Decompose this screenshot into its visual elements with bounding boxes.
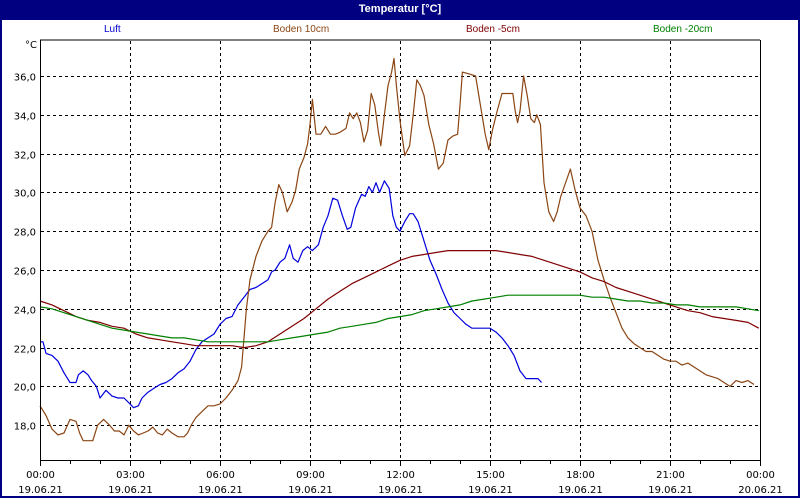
series-boden-5cm <box>39 250 760 349</box>
legend-luft: Luft <box>104 24 121 35</box>
x-tick-time: 12:00 <box>386 470 415 481</box>
axes: °C <box>25 39 761 461</box>
y-tick-label: 24,0 <box>14 306 36 317</box>
window-title: Temperatur [°C] <box>0 0 800 20</box>
legend-boden-20cm: Boden -20cm <box>653 24 713 35</box>
legend-boden-5cm: Boden -5cm <box>466 24 520 35</box>
x-tick-date: 19.06.21 <box>288 485 333 496</box>
y-tick-label: 22,0 <box>14 345 36 356</box>
x-tick-date: 19.06.21 <box>108 485 153 496</box>
x-tick-date: 20.06.21 <box>738 485 783 496</box>
y-tick-label: 28,0 <box>14 228 36 239</box>
series-boden-20cm <box>39 294 759 343</box>
x-tick-time: 15:00 <box>476 470 505 481</box>
y-axis-unit: °C <box>25 40 37 51</box>
y-tick-label: 32,0 <box>14 151 36 162</box>
series-boden-10cm <box>39 57 755 442</box>
x-tick-date: 19.06.21 <box>648 485 693 496</box>
series-luft <box>40 180 543 409</box>
y-tick-label: 20,0 <box>14 383 36 394</box>
x-tick-time: 18:00 <box>566 470 595 481</box>
grid-lines <box>40 41 761 466</box>
x-tick-time: 00:00 <box>26 470 55 481</box>
x-tick-date: 19.06.21 <box>468 485 513 496</box>
x-tick-time: 09:00 <box>296 470 325 481</box>
y-tick-label: 34,0 <box>14 112 36 123</box>
y-tick-label: 30,0 <box>14 189 36 200</box>
x-tick-time: 06:00 <box>206 470 235 481</box>
x-tick-date: 19.06.21 <box>558 485 603 496</box>
y-tick-label: 36,0 <box>14 73 36 84</box>
y-tick-label: 26,0 <box>14 267 36 278</box>
tick-labels: 18,0 20,0 22,0 24,0 26,0 28,0 30,0 32,0 34,0 36,0… <box>14 73 783 497</box>
x-tick-time: 21:00 <box>656 470 685 481</box>
x-tick-time: 00:00 <box>746 470 775 481</box>
legend-boden-10cm: Boden 10cm <box>273 24 330 35</box>
x-tick-time: 03:00 <box>116 470 145 481</box>
data-series <box>39 57 760 442</box>
x-tick-date: 19.06.21 <box>18 485 63 496</box>
y-tick-label: 18,0 <box>14 422 36 433</box>
x-tick-date: 19.06.21 <box>378 485 423 496</box>
x-tick-date: 19.06.21 <box>198 485 243 496</box>
